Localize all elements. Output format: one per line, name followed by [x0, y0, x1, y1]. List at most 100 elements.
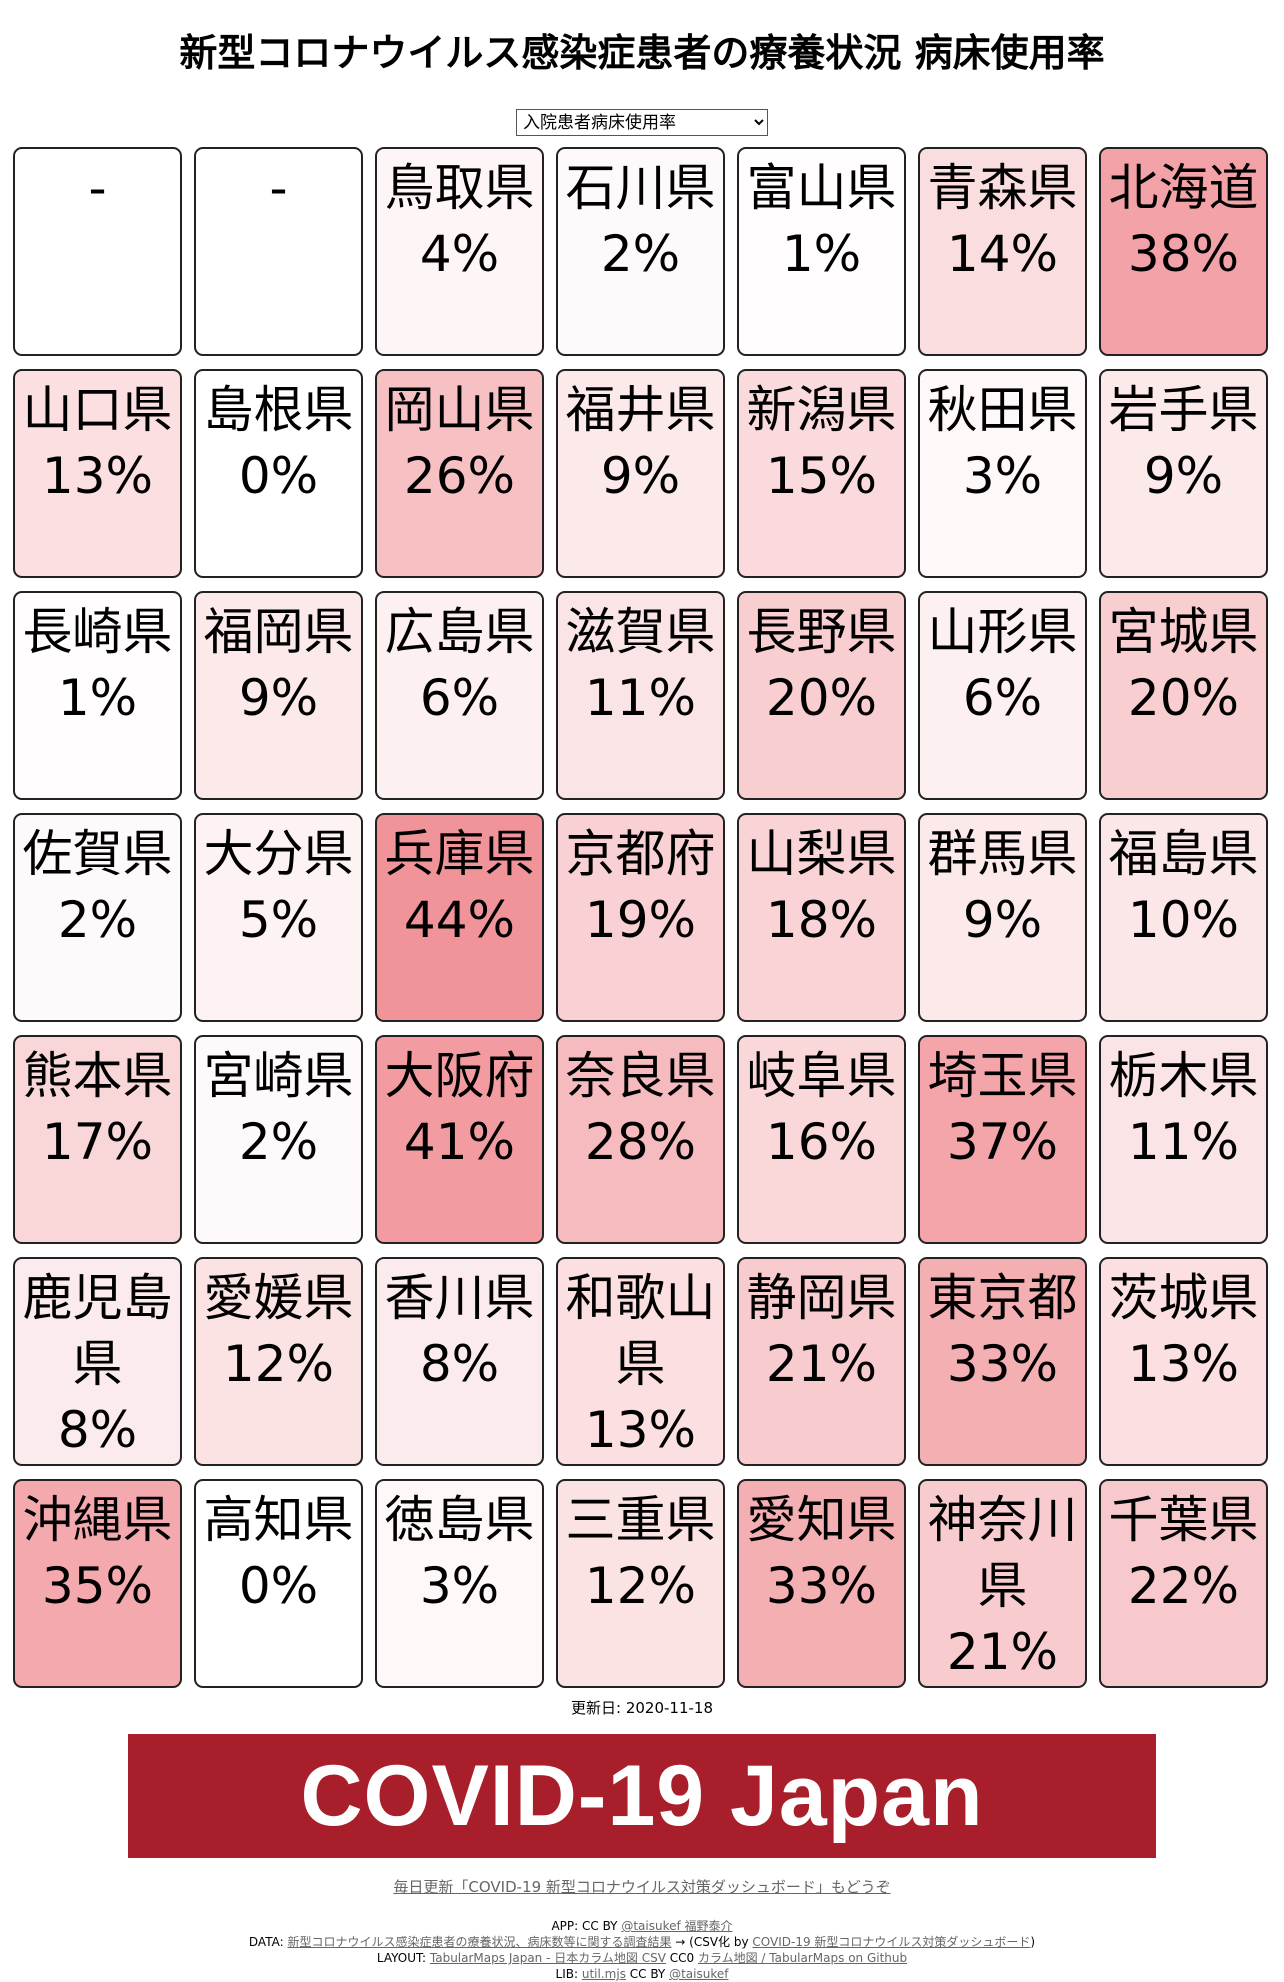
bed-usage-rate: 10%	[1127, 891, 1240, 949]
prefecture-cell[interactable]: 富山県 1%	[737, 147, 906, 356]
bed-usage-rate: 11%	[584, 669, 697, 727]
prefecture-cell[interactable]: 沖縄県 35%	[13, 1479, 182, 1688]
prefecture-cell[interactable]: 岐阜県 16%	[737, 1035, 906, 1244]
prefecture-cell[interactable]: 福井県 9%	[556, 369, 725, 578]
credit-data-link2[interactable]: COVID-19 新型コロナウイルス対策ダッシュボード	[752, 1935, 1031, 1949]
bed-usage-rate: 3%	[962, 447, 1043, 505]
credit-app-link[interactable]: @taisukef 福野泰介	[621, 1919, 733, 1933]
credit-layout-prefix: LAYOUT:	[376, 1951, 430, 1965]
prefecture-name: 東京都	[927, 1269, 1078, 1327]
bed-usage-rate: 9%	[1143, 447, 1224, 505]
prefecture-name: 北海道	[1108, 159, 1259, 217]
bed-usage-rate: 2%	[600, 225, 681, 283]
prefecture-name: 埼玉県	[927, 1047, 1078, 1105]
prefecture-name: 山口県	[22, 381, 173, 439]
prefecture-name: 青森県	[927, 159, 1078, 217]
prefecture-cell[interactable]: 徳島県 3%	[375, 1479, 544, 1688]
bed-usage-rate: 9%	[962, 891, 1043, 949]
bed-usage-rate: 16%	[765, 1113, 878, 1171]
prefecture-cell[interactable]: 山形県 6%	[918, 591, 1087, 800]
prefecture-name: 大分県	[203, 825, 354, 883]
prefecture-name: 福岡県	[203, 603, 354, 661]
prefecture-name: 福島県	[1108, 825, 1259, 883]
prefecture-cell[interactable]: 茨城県 13%	[1099, 1257, 1268, 1466]
prefecture-cell[interactable]: 石川県 2%	[556, 147, 725, 356]
prefecture-cell[interactable]: 広島県 6%	[375, 591, 544, 800]
credit-lib-link2[interactable]: @taisukef	[669, 1967, 729, 1981]
prefecture-cell[interactable]: 栃木県 11%	[1099, 1035, 1268, 1244]
bed-usage-rate: 1%	[57, 669, 138, 727]
bed-usage-rate: 33%	[946, 1335, 1059, 1393]
prefecture-cell[interactable]: 神奈川県 21%	[918, 1479, 1087, 1688]
prefecture-cell[interactable]: 東京都 33%	[918, 1257, 1087, 1466]
credit-layout: LAYOUT: TabularMaps Japan - 日本カラム地図 CSV …	[0, 1950, 1284, 1966]
credit-app-prefix: APP: CC BY	[551, 1919, 622, 1933]
bed-usage-rate: 35%	[41, 1557, 154, 1615]
prefecture-name: 愛媛県	[203, 1269, 354, 1327]
prefecture-cell[interactable]: 奈良県 28%	[556, 1035, 725, 1244]
prefecture-cell[interactable]: 愛知県 33%	[737, 1479, 906, 1688]
prefecture-cell[interactable]: 岡山県 26%	[375, 369, 544, 578]
prefecture-name: 滋賀県	[565, 603, 716, 661]
bed-usage-rate: 33%	[765, 1557, 878, 1615]
prefecture-name: 三重県	[565, 1491, 716, 1549]
prefecture-cell[interactable]: 長崎県 1%	[13, 591, 182, 800]
prefecture-cell[interactable]: 愛媛県 12%	[194, 1257, 363, 1466]
prefecture-name: 宮城県	[1108, 603, 1259, 661]
prefecture-cell[interactable]: 高知県 0%	[194, 1479, 363, 1688]
metric-select[interactable]: 入院患者病床使用率	[516, 109, 768, 136]
prefecture-cell[interactable]: 島根県 0%	[194, 369, 363, 578]
prefecture-cell[interactable]: 長野県 20%	[737, 591, 906, 800]
prefecture-name: 千葉県	[1108, 1491, 1259, 1549]
bed-usage-rate: 2%	[238, 1113, 319, 1171]
prefecture-name: 香川県	[384, 1269, 535, 1327]
prefecture-cell[interactable]: 熊本県 17%	[13, 1035, 182, 1244]
prefecture-cell[interactable]: 青森県 14%	[918, 147, 1087, 356]
bed-usage-rate: 12%	[222, 1335, 335, 1393]
credit-lib-prefix: LIB:	[555, 1967, 582, 1981]
credit-layout-link[interactable]: TabularMaps Japan - 日本カラム地図 CSV	[429, 1951, 666, 1965]
prefecture-cell[interactable]: 鹿児島県 8%	[13, 1257, 182, 1466]
prefecture-cell[interactable]: 秋田県 3%	[918, 369, 1087, 578]
prefecture-cell[interactable]: 宮崎県 2%	[194, 1035, 363, 1244]
prefecture-cell[interactable]: 京都府 19%	[556, 813, 725, 1022]
prefecture-name: 兵庫県	[384, 825, 535, 883]
prefecture-cell[interactable]: 群馬県 9%	[918, 813, 1087, 1022]
prefecture-cell[interactable]: 佐賀県 2%	[13, 813, 182, 1022]
dashboard-link[interactable]: 毎日更新「COVID-19 新型コロナウイルス対策ダッシュボード」もどうぞ	[393, 1878, 891, 1896]
prefecture-cell[interactable]: 福島県 10%	[1099, 813, 1268, 1022]
prefecture-cell[interactable]: -	[194, 147, 363, 356]
prefecture-cell[interactable]: 和歌山県 13%	[556, 1257, 725, 1466]
bed-usage-rate: 0%	[238, 447, 319, 505]
bed-usage-rate: 21%	[946, 1623, 1059, 1681]
prefecture-cell[interactable]: 静岡県 21%	[737, 1257, 906, 1466]
prefecture-cell[interactable]: 千葉県 22%	[1099, 1479, 1268, 1688]
prefecture-cell[interactable]: 山梨県 18%	[737, 813, 906, 1022]
prefecture-cell[interactable]: 宮城県 20%	[1099, 591, 1268, 800]
credit-layout-link2[interactable]: カラム地図 / TabularMaps on Github	[697, 1951, 908, 1965]
prefecture-cell[interactable]: 新潟県 15%	[737, 369, 906, 578]
page-title: 新型コロナウイルス感染症患者の療養状況 病床使用率	[179, 31, 1105, 75]
bed-usage-rate: 2%	[57, 891, 138, 949]
prefecture-cell[interactable]: 大分県 5%	[194, 813, 363, 1022]
bed-usage-rate: 20%	[765, 669, 878, 727]
prefecture-name: 佐賀県	[22, 825, 173, 883]
prefecture-name: 高知県	[203, 1491, 354, 1549]
prefecture-cell[interactable]: 福岡県 9%	[194, 591, 363, 800]
prefecture-cell[interactable]: 鳥取県 4%	[375, 147, 544, 356]
prefecture-cell[interactable]: 山口県 13%	[13, 369, 182, 578]
prefecture-cell[interactable]: 香川県 8%	[375, 1257, 544, 1466]
prefecture-cell[interactable]: 埼玉県 37%	[918, 1035, 1087, 1244]
prefecture-name: 広島県	[384, 603, 535, 661]
prefecture-cell[interactable]: 北海道 38%	[1099, 147, 1268, 356]
prefecture-cell[interactable]: -	[13, 147, 182, 356]
credit-data-link[interactable]: 新型コロナウイルス感染症患者の療養状況、病床数等に関する調査結果	[287, 1935, 672, 1949]
prefecture-cell[interactable]: 滋賀県 11%	[556, 591, 725, 800]
credit-lib-link[interactable]: util.mjs	[581, 1967, 626, 1981]
prefecture-name: 愛知県	[746, 1491, 897, 1549]
prefecture-cell[interactable]: 三重県 12%	[556, 1479, 725, 1688]
prefecture-cell[interactable]: 大阪府 41%	[375, 1035, 544, 1244]
prefecture-cell[interactable]: 岩手県 9%	[1099, 369, 1268, 578]
covid19-japan-banner[interactable]: COVID-19 Japan	[128, 1734, 1156, 1858]
prefecture-cell[interactable]: 兵庫県 44%	[375, 813, 544, 1022]
